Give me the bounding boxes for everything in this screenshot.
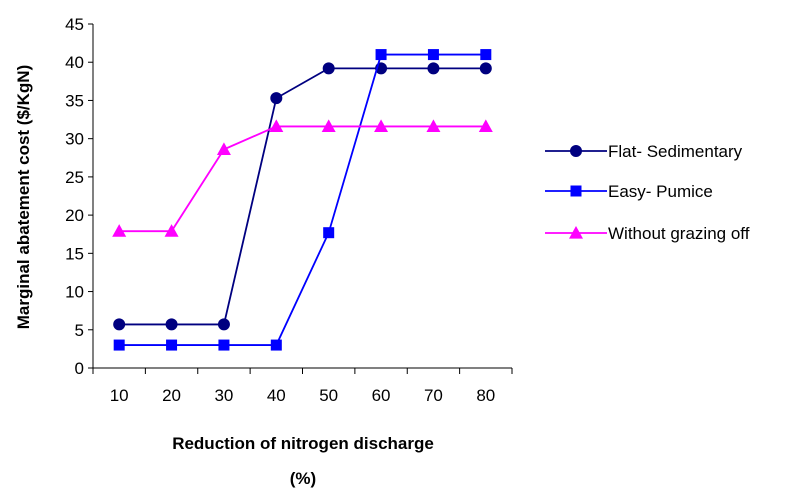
y-tick-label-10: 10 xyxy=(65,283,84,302)
x-tick-label-20: 20 xyxy=(162,386,181,405)
x-tick-label-60: 60 xyxy=(372,386,391,405)
y-tick-label-25: 25 xyxy=(65,168,84,187)
x-axis-title-line1: Reduction of nitrogen discharge xyxy=(172,434,434,453)
data-point-2-4 xyxy=(321,119,336,133)
y-tick-label-30: 30 xyxy=(65,130,84,149)
x-axis-title-line2: (%) xyxy=(290,469,316,488)
data-point-2-3 xyxy=(269,119,284,133)
data-point-0-1 xyxy=(165,318,178,331)
data-point-0-2 xyxy=(217,318,230,331)
series-line-0 xyxy=(119,67,486,326)
y-axis-title: Marginal abatement cost ($/KgN) xyxy=(14,65,33,330)
y-tick-labels: 0 5 10 15 20 25 30 35 40 45 xyxy=(65,15,84,378)
y-tick-label-40: 40 xyxy=(65,53,84,72)
x-tick-label-80: 80 xyxy=(476,386,495,405)
y-tick-label-20: 20 xyxy=(65,206,84,225)
x-tick-label-50: 50 xyxy=(319,386,338,405)
data-point-1-6 xyxy=(427,49,439,61)
data-point-1-2 xyxy=(218,339,230,351)
data-point-2-7 xyxy=(478,119,493,133)
series-layer xyxy=(112,49,493,351)
data-point-0-3 xyxy=(270,92,283,105)
legend: Flat- Sedimentary Easy- Pumice Without gra… xyxy=(545,142,750,243)
legend-label-2: Without grazing off xyxy=(608,224,750,243)
x-tick-label-40: 40 xyxy=(267,386,286,405)
data-point-0-0 xyxy=(113,318,126,331)
data-point-2-2 xyxy=(216,142,231,155)
data-point-2-6 xyxy=(426,119,441,133)
data-point-0-6 xyxy=(427,62,440,75)
x-tick-label-10: 10 xyxy=(110,386,129,405)
data-point-2-5 xyxy=(374,119,389,133)
x-tick-label-70: 70 xyxy=(424,386,443,405)
data-point-1-5 xyxy=(375,49,387,61)
series-0 xyxy=(113,62,492,331)
data-point-1-0 xyxy=(113,339,125,351)
data-point-1-1 xyxy=(166,339,178,351)
data-point-1-7 xyxy=(480,49,492,61)
series-line-2 xyxy=(119,125,486,233)
y-tick-label-45: 45 xyxy=(65,15,84,34)
legend-label-1: Easy- Pumice xyxy=(608,182,713,201)
series-1 xyxy=(113,49,492,351)
legend-marker-1 xyxy=(570,185,582,197)
legend-label-0: Flat- Sedimentary xyxy=(608,142,743,161)
y-tick-label-35: 35 xyxy=(65,91,84,110)
data-point-0-4 xyxy=(322,62,335,75)
x-tick-label-30: 30 xyxy=(214,386,233,405)
y-tick-label-0: 0 xyxy=(75,359,84,378)
y-tick-label-15: 15 xyxy=(65,244,84,263)
data-point-1-4 xyxy=(323,227,335,239)
axes xyxy=(88,23,513,374)
series-line-1 xyxy=(119,53,486,346)
data-point-2-1 xyxy=(164,224,179,237)
y-tick-label-5: 5 xyxy=(75,321,84,340)
series-2 xyxy=(112,119,493,237)
x-tick-labels: 10 20 30 40 50 60 70 80 xyxy=(110,386,496,405)
data-point-1-3 xyxy=(270,339,282,351)
data-point-0-7 xyxy=(479,62,492,75)
legend-marker-2 xyxy=(569,226,583,239)
legend-marker-0 xyxy=(570,145,582,157)
data-point-2-0 xyxy=(112,224,127,237)
